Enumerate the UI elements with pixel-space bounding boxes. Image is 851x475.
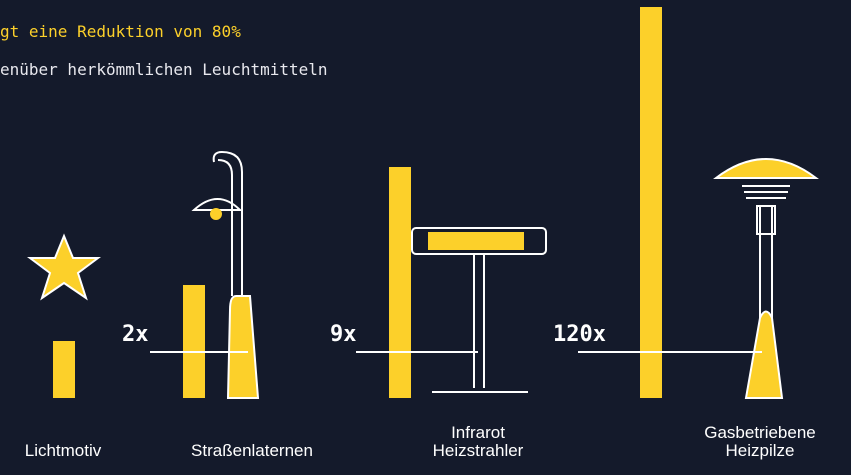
multiplier-label: 120x	[553, 322, 606, 347]
bar	[183, 285, 205, 398]
category-label: Infrarot Heizstrahler	[418, 424, 538, 460]
mushroom-icon	[716, 159, 816, 178]
multiplier-label: 2x	[122, 322, 149, 347]
bar	[53, 341, 75, 398]
heater-element	[428, 232, 524, 250]
lamp-bulb	[210, 208, 222, 220]
category-label: Straßenlaternen	[167, 442, 337, 460]
bar	[640, 7, 662, 398]
category-label: Lichtmotiv	[8, 442, 118, 460]
category-label: Gasbetriebene Heizpilze	[690, 424, 830, 460]
star-icon	[30, 236, 98, 298]
lamp-icon	[194, 152, 242, 296]
bar	[389, 167, 411, 398]
heater-stand	[432, 254, 528, 392]
infographic: gt eine Reduktion von 80% enüber herkömm…	[0, 0, 851, 475]
icons	[30, 152, 816, 398]
mushroom-base	[746, 312, 782, 399]
chart	[0, 0, 851, 475]
lamp-icon-base	[228, 296, 258, 398]
multiplier-label: 9x	[330, 322, 357, 347]
